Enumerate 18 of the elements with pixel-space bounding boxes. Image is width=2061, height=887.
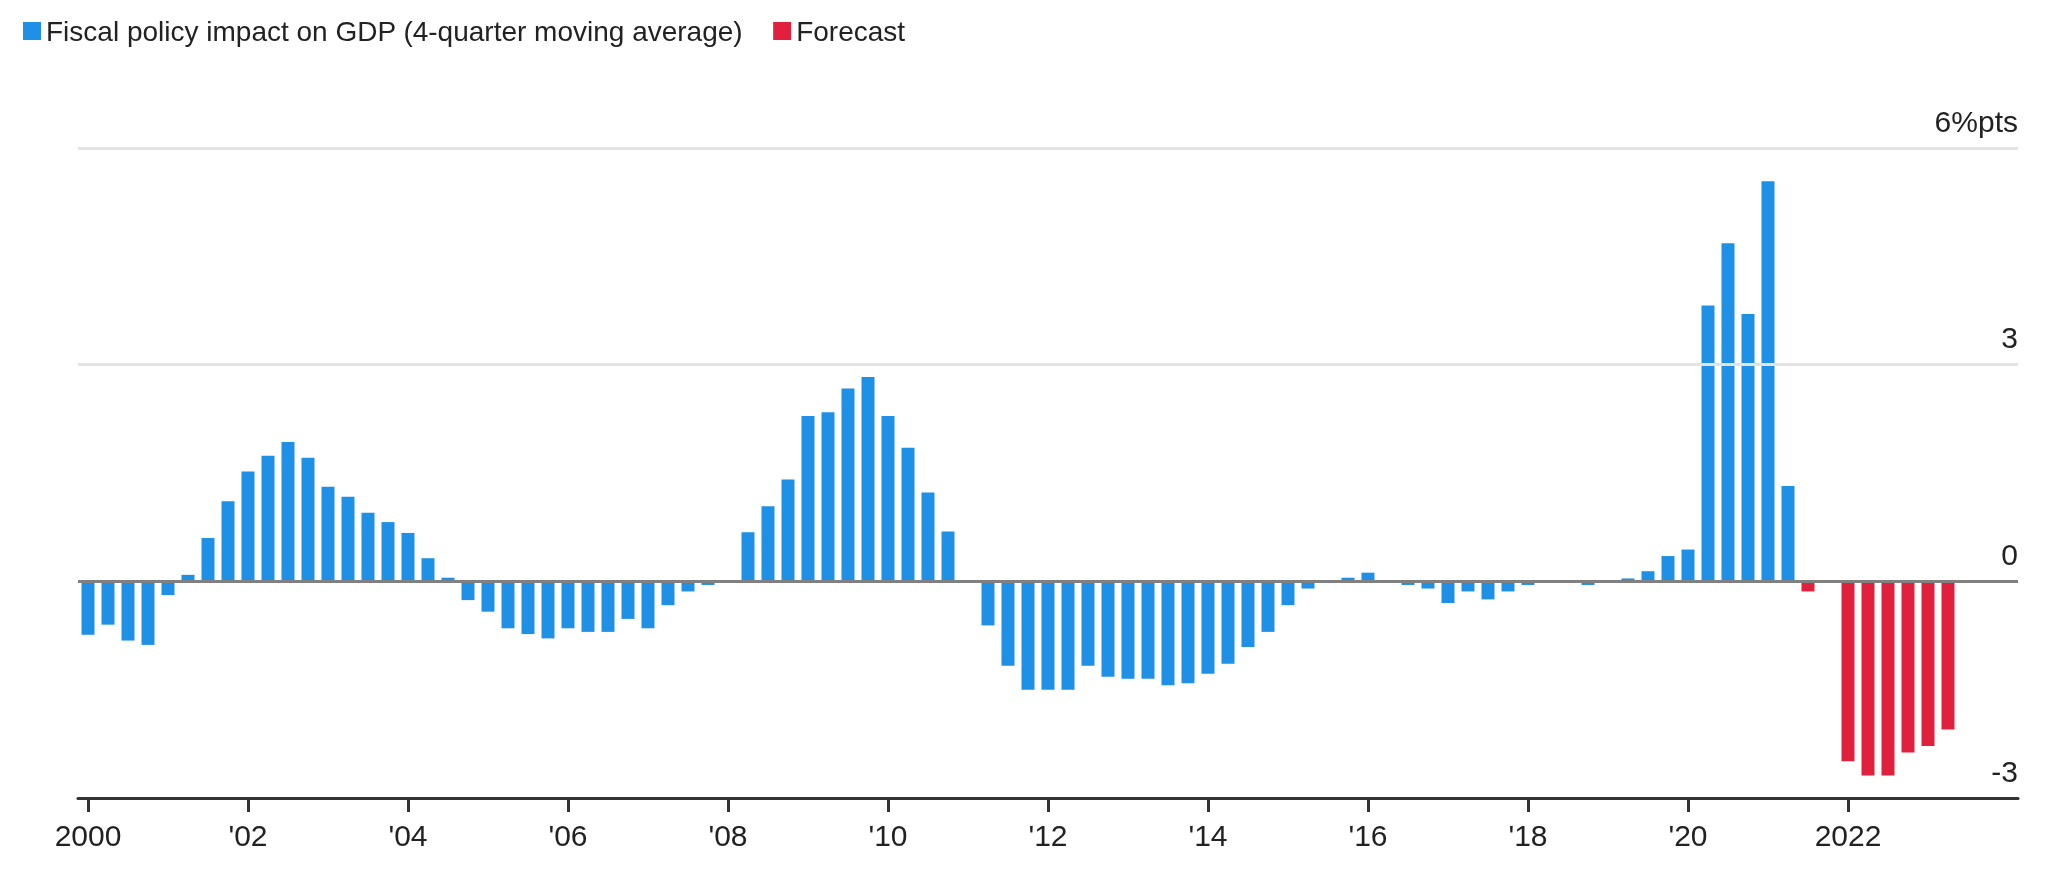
- y-tick-label: -3: [1991, 754, 2018, 788]
- x-tick-label: '14: [1188, 818, 1228, 852]
- x-tick-label: '02: [228, 818, 268, 852]
- x-tick-label: '06: [548, 818, 588, 852]
- x-tick-label: 2022: [1814, 818, 1882, 852]
- y-tick-label: 3: [2001, 321, 2018, 355]
- legend-label: Fiscal policy impact on GDP (4-quarter moving average): [46, 15, 743, 47]
- x-tick-label: '12: [1028, 818, 1068, 852]
- x-tick-label: 2000: [54, 818, 122, 852]
- y-tick-label: 0: [2001, 537, 2018, 571]
- legend-label: Forecast: [796, 15, 906, 47]
- x-tick-label: '10: [868, 818, 908, 852]
- x-tick-label: '04: [388, 818, 428, 852]
- x-tick-label: '20: [1668, 818, 1708, 852]
- y-tick-label: 6%pts: [1934, 104, 2018, 138]
- x-tick-label: '08: [708, 818, 748, 852]
- x-tick-label: '16: [1348, 818, 1388, 852]
- x-tick-label: '18: [1508, 818, 1548, 852]
